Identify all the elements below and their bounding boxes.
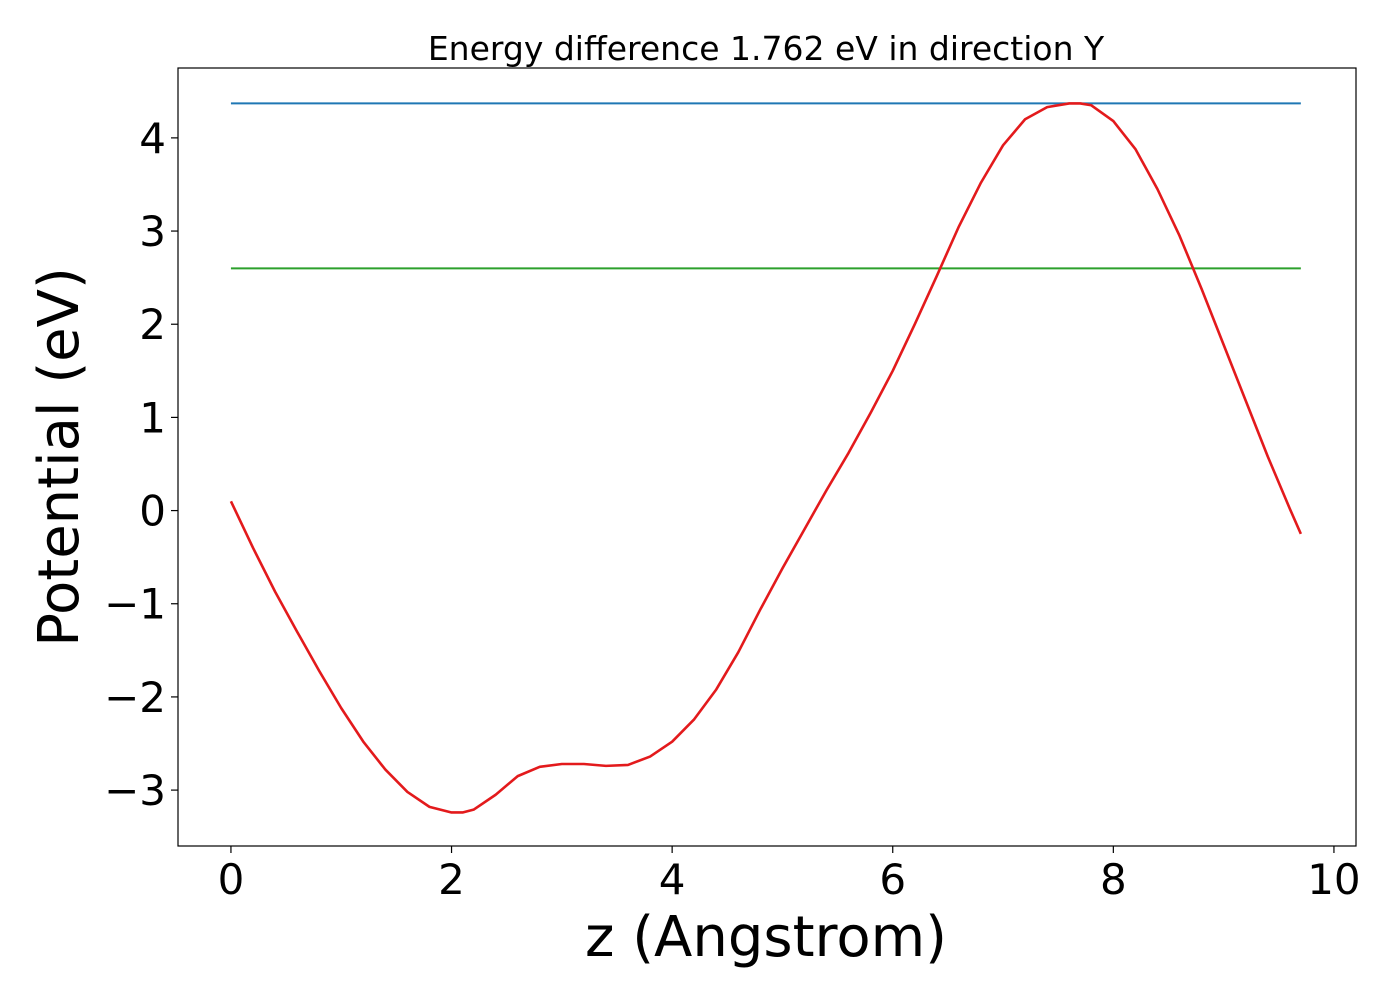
y-tick-label: −2	[104, 673, 166, 722]
y-tick-label: −3	[104, 766, 166, 815]
y-tick-label: 1	[139, 393, 166, 442]
x-tick-label: 4	[659, 855, 686, 904]
y-axis-label: Potential (eV)	[27, 267, 92, 647]
y-tick-label: 4	[139, 114, 166, 163]
y-tick-label: −1	[104, 580, 166, 629]
chart-title: Energy difference 1.762 eV in direction …	[428, 29, 1105, 68]
x-tick-label: 6	[879, 855, 906, 904]
plot-area	[229, 102, 1303, 814]
y-axis: −3 −2 −1 0 1 2 3 4	[104, 114, 178, 815]
series-line-2	[229, 102, 1303, 814]
x-tick-label: 8	[1100, 855, 1127, 904]
y-tick-label: 0	[139, 487, 166, 536]
x-tick-label: 10	[1307, 855, 1360, 904]
x-tick-label: 0	[218, 855, 245, 904]
y-tick-label: 2	[139, 300, 166, 349]
x-axis-label: z (Angstrom)	[585, 905, 947, 970]
y-tick-label: 3	[139, 207, 166, 256]
plot-frame	[177, 67, 1357, 847]
x-tick-label: 2	[438, 855, 465, 904]
x-axis: 0 2 4 6 8 10	[218, 846, 1361, 904]
